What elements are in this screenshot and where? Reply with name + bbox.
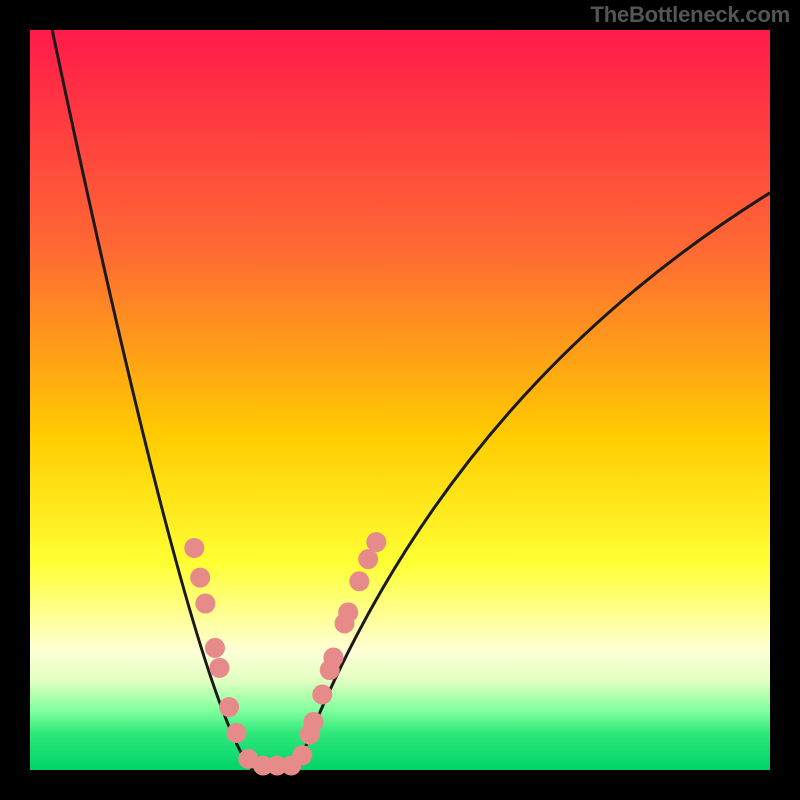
watermark-text: TheBottleneck.com bbox=[590, 2, 790, 28]
data-point-right-2 bbox=[303, 712, 323, 732]
data-point-right-10 bbox=[366, 532, 386, 552]
data-point-left-5 bbox=[219, 697, 239, 717]
data-point-left-1 bbox=[190, 568, 210, 588]
data-point-right-9 bbox=[358, 549, 378, 569]
data-point-left-2 bbox=[195, 594, 215, 614]
data-point-left-6 bbox=[226, 723, 246, 743]
data-point-right-0 bbox=[292, 745, 312, 765]
data-point-right-8 bbox=[349, 571, 369, 591]
data-point-left-3 bbox=[205, 638, 225, 658]
data-point-right-5 bbox=[323, 648, 343, 668]
chart-container: TheBottleneck.com bbox=[0, 0, 800, 800]
data-point-left-0 bbox=[184, 538, 204, 558]
data-point-right-7 bbox=[338, 602, 358, 622]
data-point-left-4 bbox=[209, 658, 229, 678]
plot-background bbox=[30, 30, 770, 770]
data-point-right-3 bbox=[312, 685, 332, 705]
bottleneck-chart bbox=[0, 0, 800, 800]
